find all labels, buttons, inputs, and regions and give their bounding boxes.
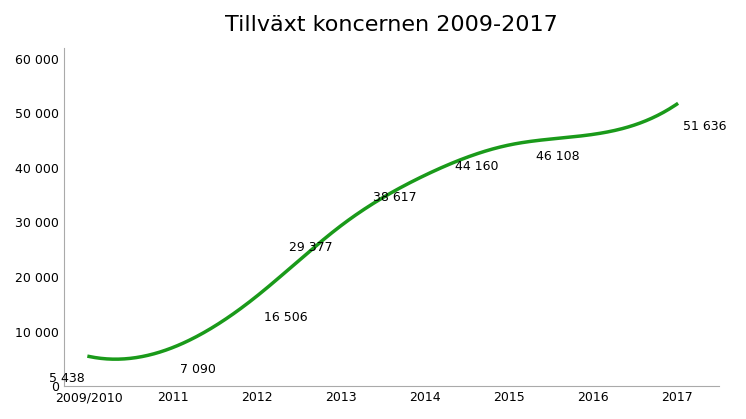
Text: 46 108: 46 108 [536, 150, 580, 163]
Text: 44 160: 44 160 [455, 160, 498, 173]
Title: Tillväxt koncernen 2009-2017: Tillväxt koncernen 2009-2017 [225, 15, 557, 35]
Text: 51 636: 51 636 [683, 119, 727, 132]
Text: 16 506: 16 506 [263, 311, 307, 324]
Text: 38 617: 38 617 [373, 191, 416, 204]
Text: 29 377: 29 377 [289, 241, 333, 254]
Text: 5 438: 5 438 [49, 372, 85, 385]
Text: 7 090: 7 090 [180, 363, 216, 376]
